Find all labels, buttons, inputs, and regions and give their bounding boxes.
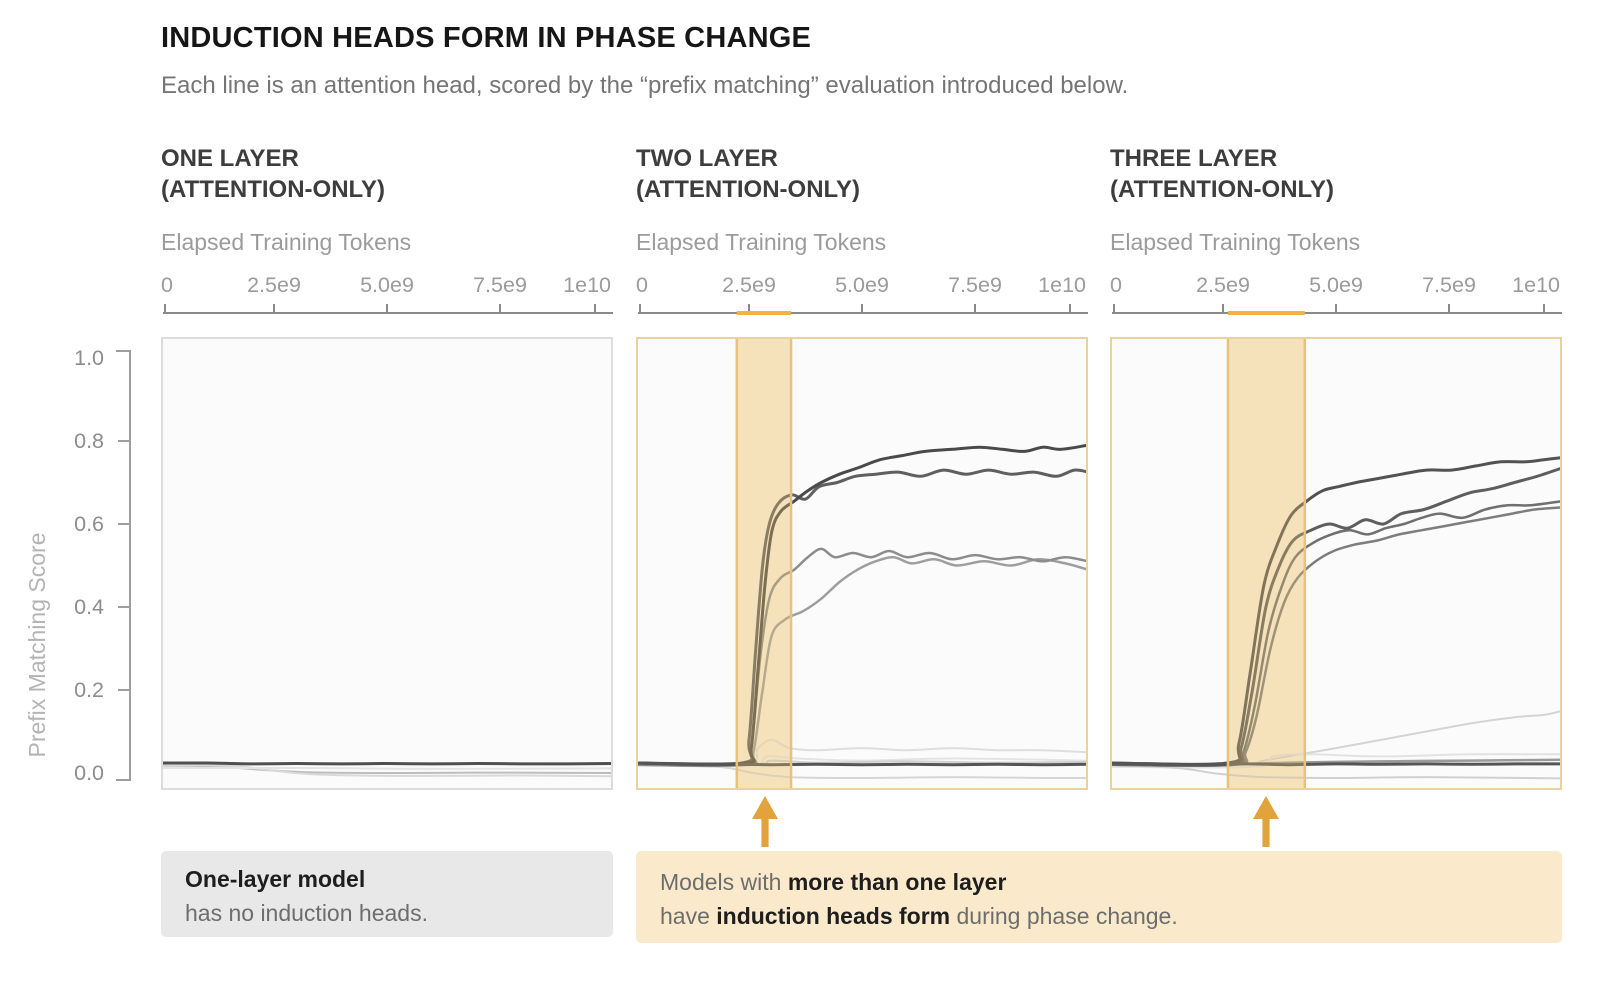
svg-text:5.0e9: 5.0e9 <box>1309 273 1363 297</box>
svg-text:1e10: 1e10 <box>1512 273 1560 297</box>
panel-two-layer-header: TWO LAYER (ATTENTION-ONLY) <box>636 145 860 203</box>
svg-text:0.6: 0.6 <box>74 512 104 536</box>
phase-change-arrow-two-layer <box>752 796 778 847</box>
svg-text:7.5e9: 7.5e9 <box>948 273 1002 297</box>
svg-text:1e10: 1e10 <box>563 273 611 297</box>
panel-three-layer-header: THREE LAYER (ATTENTION-ONLY) <box>1110 145 1334 203</box>
y-axis: 1.0 0.8 0.6 0.4 0.2 0.0 <box>74 346 131 785</box>
svg-text:1.0: 1.0 <box>74 346 104 370</box>
plot-panel-2 <box>636 337 1088 790</box>
x-axis-title-three-layer: Elapsed Training Tokens <box>1110 229 1361 255</box>
svg-text:0.4: 0.4 <box>74 595 104 619</box>
svg-text:7.5e9: 7.5e9 <box>1422 273 1476 297</box>
svg-text:0: 0 <box>1110 273 1122 297</box>
plot-panel-1 <box>161 337 613 790</box>
x-axis-panel-3: 0 2.5e9 5.0e9 7.5e9 1e10 <box>1110 273 1562 315</box>
callout-multi-layer: Models with more than one layer have ind… <box>636 851 1562 943</box>
plot-panel-3 <box>1110 337 1562 790</box>
x-axis-title-one-layer: Elapsed Training Tokens <box>161 229 412 255</box>
callout-one-layer-text: has no induction heads. <box>185 900 428 926</box>
svg-text:0: 0 <box>161 273 173 297</box>
svg-text:0.8: 0.8 <box>74 429 104 453</box>
svg-text:0.0: 0.0 <box>74 761 104 785</box>
panel-one-layer: ONE LAYER (ATTENTION-ONLY) Elapsed Train… <box>161 143 613 793</box>
svg-text:1e10: 1e10 <box>1038 273 1086 297</box>
x-axis-panel-1: 0 2.5e9 5.0e9 7.5e9 1e10 <box>161 273 613 314</box>
callout-multi-layer-bold-1: more than one layer <box>787 869 1007 895</box>
x-axis-panel-2: 0 2.5e9 5.0e9 7.5e9 1e10 <box>636 273 1088 315</box>
panel-one-layer-header: ONE LAYER (ATTENTION-ONLY) <box>161 145 385 203</box>
svg-text:5.0e9: 5.0e9 <box>360 273 414 297</box>
callout-one-layer-bold: One-layer model <box>185 866 366 892</box>
svg-text:2.5e9: 2.5e9 <box>247 273 301 297</box>
svg-text:5.0e9: 5.0e9 <box>835 273 889 297</box>
page-title: INDUCTION HEADS FORM IN PHASE CHANGE <box>161 22 812 54</box>
callout-one-layer: One-layer model has no induction heads. <box>161 851 613 937</box>
page-subtitle: Each line is an attention head, scored b… <box>161 72 1129 99</box>
panel-two-layer: TWO LAYER (ATTENTION-ONLY) Elapsed Train… <box>636 143 1088 793</box>
phase-change-arrow-three-layer <box>1253 796 1279 847</box>
panel-three-layer: THREE LAYER (ATTENTION-ONLY) Elapsed Tra… <box>1110 143 1562 793</box>
callout-multi-layer-bold-2: induction heads form <box>716 903 951 929</box>
svg-text:0.2: 0.2 <box>74 678 104 702</box>
svg-text:7.5e9: 7.5e9 <box>473 273 527 297</box>
svg-text:2.5e9: 2.5e9 <box>1196 273 1250 297</box>
svg-text:2.5e9: 2.5e9 <box>722 273 776 297</box>
svg-text:0: 0 <box>636 273 648 297</box>
x-axis-title-two-layer: Elapsed Training Tokens <box>636 229 887 255</box>
